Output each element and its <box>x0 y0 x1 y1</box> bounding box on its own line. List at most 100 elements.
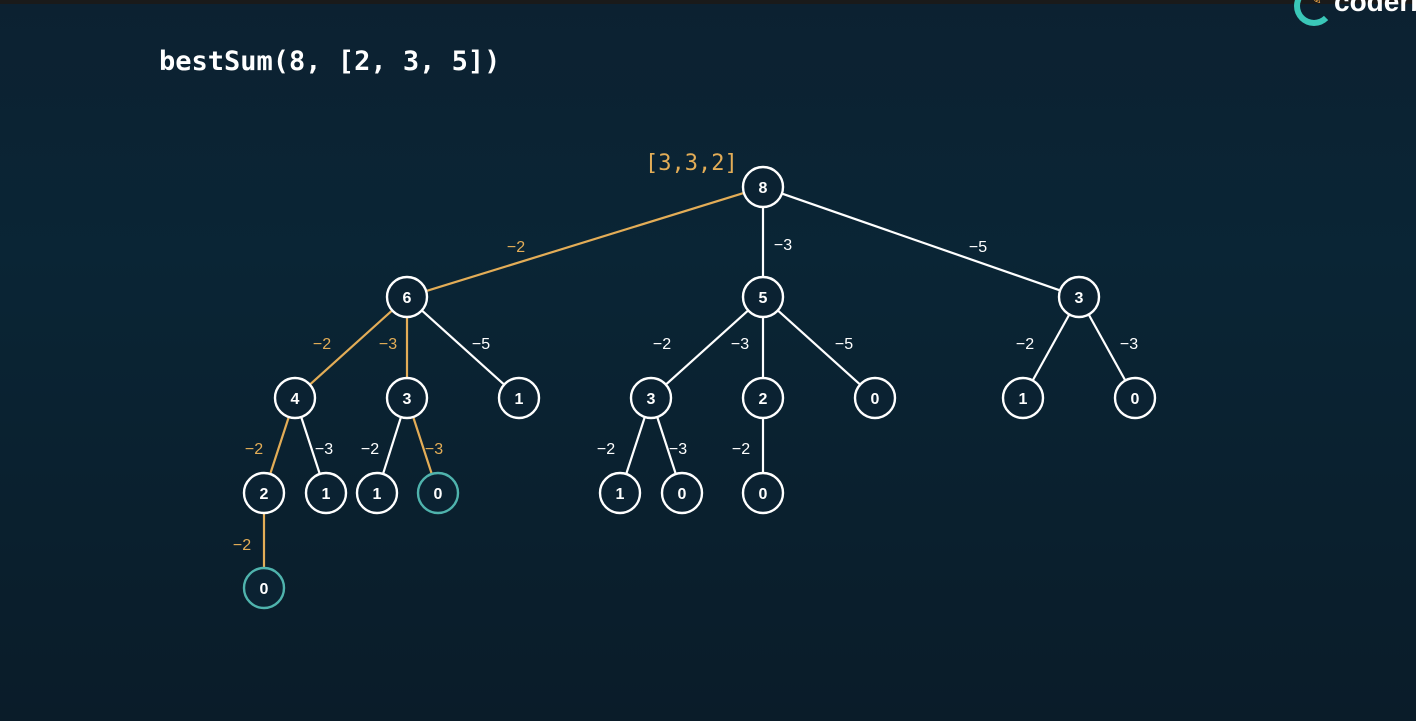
tree-node-n0b: 0 <box>416 471 460 515</box>
node-circle <box>853 376 897 420</box>
edge-label-n3b-n1d: −2 <box>597 441 615 458</box>
node-value: 1 <box>616 486 625 503</box>
node-value: 0 <box>1131 391 1140 408</box>
edges-layer <box>262 191 1127 568</box>
node-value: 4 <box>291 391 300 408</box>
tree-node-n4: 4 <box>273 376 317 420</box>
node-circle <box>1113 376 1157 420</box>
edge-label-n8-n6: −2 <box>507 239 525 256</box>
tree-node-n0d: 0 <box>741 471 785 515</box>
node-value: 3 <box>1075 290 1084 307</box>
node-value: 0 <box>759 486 768 503</box>
node-circle <box>741 471 785 515</box>
node-value: 5 <box>759 290 768 307</box>
edge-label-n3a-n1c: −2 <box>361 441 379 458</box>
tree-edge-n5-n3b <box>665 309 749 386</box>
edge-label-n6-n3a: −3 <box>379 336 397 353</box>
tree-edge-n4-n1b <box>300 416 321 475</box>
logo-text: coderb <box>1334 0 1416 17</box>
edge-label-n3r-n0r: −3 <box>1120 336 1138 353</box>
tree-node-n6: 6 <box>385 275 429 319</box>
tree-node-n8: 8 <box>741 165 785 209</box>
node-circle <box>741 165 785 209</box>
tree-node-n1r: 1 <box>1001 376 1045 420</box>
node-value: 8 <box>759 180 768 197</box>
brand-logo: ✎ coderb <box>1290 0 1416 26</box>
node-circle <box>385 275 429 319</box>
tree-edge-n3r-n0r <box>1087 313 1127 382</box>
tree-node-n0c: 0 <box>660 471 704 515</box>
node-value: 6 <box>403 290 412 307</box>
tree-node-n2a: 2 <box>242 471 286 515</box>
tree-node-n2b: 2 <box>741 376 785 420</box>
edge-label-n2b-n0d: −2 <box>732 441 750 458</box>
edge-label-n3b-n0c: −3 <box>669 441 687 458</box>
tree-node-n3a: 3 <box>385 376 429 420</box>
tree-node-n0e: 0 <box>242 566 286 610</box>
edge-label-n3a-n0b: −3 <box>425 441 443 458</box>
node-value: 0 <box>260 581 269 598</box>
edge-label-n4-n1b: −3 <box>315 441 333 458</box>
tree-edge-n8-n3r <box>781 192 1061 292</box>
edge-label-n8-n5: −3 <box>774 237 792 254</box>
node-circle <box>242 566 286 610</box>
node-circle <box>497 376 541 420</box>
tree-edge-n3b-n1d <box>625 416 646 475</box>
tree-node-n3r: 3 <box>1057 275 1101 319</box>
tree-node-n1b: 1 <box>304 471 348 515</box>
node-value: 1 <box>515 391 524 408</box>
tree-edge-n6-n4 <box>309 309 393 386</box>
tree-node-n0a: 0 <box>853 376 897 420</box>
node-circle <box>1001 376 1045 420</box>
node-circle <box>741 275 785 319</box>
tree-edge-n8-n6 <box>425 191 745 293</box>
node-value: 0 <box>678 486 687 503</box>
top-bar <box>0 0 1416 4</box>
node-circle <box>1057 275 1101 319</box>
tree-node-n5: 5 <box>741 275 785 319</box>
node-circle <box>416 471 460 515</box>
edge-label-n5-n2b: −3 <box>731 336 749 353</box>
node-value: 1 <box>373 486 382 503</box>
tree-node-n1c: 1 <box>355 471 399 515</box>
result-label: [3,3,2] <box>645 151 738 176</box>
edge-label-n2a-n0e: −2 <box>233 537 251 554</box>
tree-node-n1d: 1 <box>598 471 642 515</box>
logo-pencil-icon: ✎ <box>1310 0 1322 8</box>
tree-edge-n3r-n1r <box>1031 313 1071 382</box>
node-value: 1 <box>322 486 331 503</box>
node-circle <box>304 471 348 515</box>
node-circle <box>629 376 673 420</box>
edge-label-n6-n1a: −5 <box>472 336 490 353</box>
edge-labels-layer: −2 −3 −5 −2 −3 −5 −2 −3 −5 −2 −3 −2 −3 −2 −3 −2 −3 −2 −2 <box>233 237 1138 554</box>
node-circle <box>741 376 785 420</box>
tree-edge-n4-n2a <box>269 416 290 475</box>
logo-ring-icon <box>1294 0 1334 26</box>
node-circle <box>598 471 642 515</box>
tree-edge-n5-n0a <box>777 309 861 386</box>
page-title: bestSum(8, [2, 3, 5]) <box>159 46 501 77</box>
tree-edge-n3a-n1c <box>381 416 403 475</box>
tree-node-n1a: 1 <box>497 376 541 420</box>
node-value: 0 <box>871 391 880 408</box>
tree-edge-n6-n1a <box>421 309 505 386</box>
edge-label-n5-n3b: −2 <box>653 336 671 353</box>
node-value: 2 <box>759 391 768 408</box>
node-value: 0 <box>434 486 443 503</box>
node-circle <box>242 471 286 515</box>
tree-edge-n3a-n0b <box>412 416 433 475</box>
tree-node-n0r: 0 <box>1113 376 1157 420</box>
node-value: 3 <box>403 391 412 408</box>
node-value: 2 <box>260 486 269 503</box>
node-circle <box>660 471 704 515</box>
tree-node-n3b: 3 <box>629 376 673 420</box>
edge-label-n6-n4: −2 <box>313 336 331 353</box>
node-circle <box>385 376 429 420</box>
node-circle <box>273 376 317 420</box>
node-circle <box>355 471 399 515</box>
edge-label-n3r-n1r: −2 <box>1016 336 1034 353</box>
edge-label-n5-n0a: −5 <box>835 336 853 353</box>
nodes-layer: 8 6 5 3 4 3 1 3 2 0 1 0 2 1 1 0 1 0 0 0 <box>242 165 1157 610</box>
edge-label-n4-n2a: −2 <box>245 441 263 458</box>
